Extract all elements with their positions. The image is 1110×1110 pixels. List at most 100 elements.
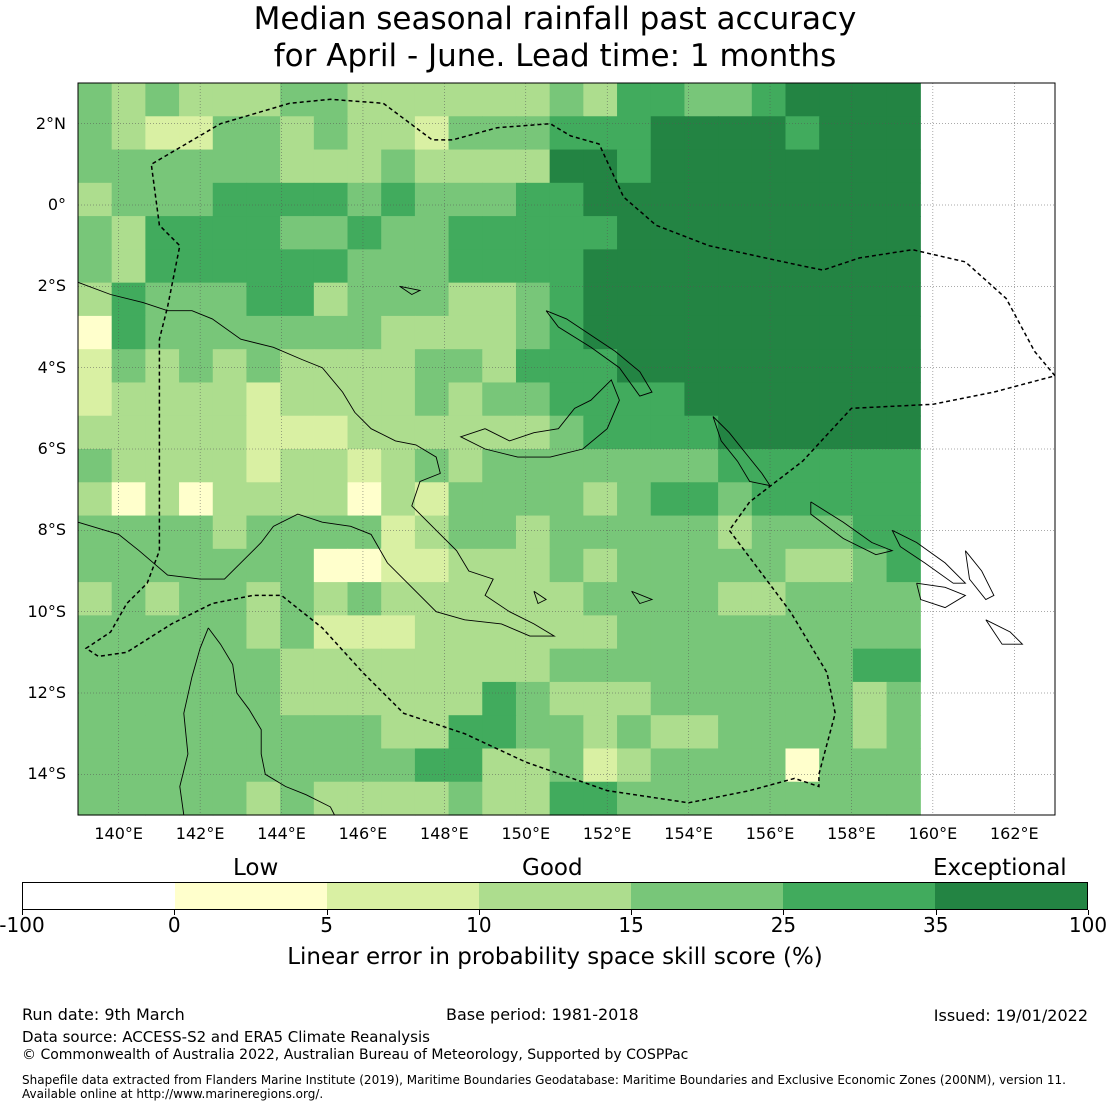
grid-cell: [549, 415, 584, 450]
colorbar-segment: [479, 883, 631, 909]
grid-cell: [617, 116, 652, 151]
grid-cell: [381, 83, 416, 117]
lon-label: 152°E: [582, 824, 632, 843]
grid-cell: [414, 349, 450, 384]
grid-cell: [886, 449, 921, 483]
grid-cell: [212, 249, 248, 284]
chart-title-line2: for April - June. Lead time: 1 months: [273, 38, 837, 74]
colorbar-segment: [23, 883, 175, 909]
grid-cell: [482, 415, 517, 450]
grid-cell: [718, 116, 753, 151]
grid-cell: [751, 615, 787, 650]
grid-cell: [852, 449, 888, 483]
grid-cell: [852, 548, 888, 583]
map-gridlines: [78, 83, 1055, 815]
grid-cell: [684, 149, 719, 184]
grid-cell: [549, 648, 584, 683]
grid-cell: [179, 615, 214, 650]
grid-cell: [179, 482, 214, 517]
grid-cell: [78, 681, 113, 716]
grid-cell: [617, 449, 652, 483]
grid-cell: [718, 715, 753, 750]
grid-cell: [785, 315, 820, 350]
grid-cell: [78, 615, 113, 650]
grid-cell: [78, 349, 113, 384]
colorbar-tick-mark: [478, 910, 480, 915]
colorbar-segment: [175, 883, 327, 909]
grid-cell: [583, 149, 618, 184]
lon-label: 160°E: [908, 824, 958, 843]
grid-cell: [381, 482, 416, 517]
grid-cell: [785, 182, 820, 217]
grid-cell: [78, 116, 113, 151]
grid-cell: [246, 349, 281, 384]
grid-cell: [280, 282, 315, 317]
lon-label: 144°E: [257, 824, 306, 843]
grid-cell: [246, 781, 281, 816]
grid-cell: [414, 282, 450, 317]
coastline: [891, 529, 967, 584]
grid-cell: [482, 83, 517, 117]
grid-cell: [179, 748, 214, 783]
grid-cell: [852, 615, 888, 650]
grid-cell: [650, 382, 686, 417]
grid-cell: [246, 515, 281, 550]
map-frame: [77, 82, 1056, 816]
grid-cell: [313, 582, 349, 616]
coastline: [207, 627, 335, 816]
grid-cell: [145, 748, 180, 783]
grid-cell: [515, 83, 551, 117]
grid-cell: [751, 548, 787, 583]
grid-cell: [347, 349, 382, 384]
grid-cell: [549, 715, 584, 750]
grid-cell: [381, 681, 416, 716]
grid-cell: [111, 781, 146, 816]
grid-cell: [549, 149, 584, 184]
base-period: Base period: 1981-2018: [446, 1005, 639, 1024]
grid-cell: [414, 382, 450, 417]
grid-cell: [448, 415, 483, 450]
grid-cell: [549, 282, 584, 317]
grid-cell: [78, 715, 113, 750]
lat-label: 0°: [47, 195, 66, 214]
grid-cell: [819, 715, 854, 750]
grid-cell: [246, 382, 281, 417]
grid-cell: [448, 349, 483, 384]
grid-cell: [381, 748, 416, 783]
grid-cell: [246, 548, 281, 583]
grid-cell: [684, 449, 719, 483]
grid-cell: [886, 482, 921, 517]
grid-cell: [145, 715, 180, 750]
grid-cell: [650, 116, 686, 151]
grid-cell: [145, 249, 180, 284]
coastline: [985, 619, 1024, 645]
grid-cell: [448, 249, 483, 284]
grid-cell: [583, 83, 618, 117]
grid-cell: [583, 449, 618, 483]
grid-cell: [414, 116, 450, 151]
grid-cell: [414, 648, 450, 683]
grid-cell: [785, 216, 820, 250]
grid-cell: [414, 748, 450, 783]
grid-cell: [145, 282, 180, 317]
grid-cell: [852, 648, 888, 683]
grid-cell: [280, 182, 315, 217]
grid-cell: [886, 515, 921, 550]
grid-cell: [145, 781, 180, 816]
grid-cell: [549, 482, 584, 517]
grid-cell: [448, 216, 483, 250]
grid-cell: [78, 482, 113, 517]
grid-cell: [448, 681, 483, 716]
grid-cell: [583, 116, 618, 151]
grid-cell: [852, 216, 888, 250]
grid-cell: [785, 715, 820, 750]
grid-cell: [819, 315, 854, 350]
grid-cell: [111, 249, 146, 284]
grid-cell: [313, 715, 349, 750]
grid-cell: [414, 216, 450, 250]
grid-cell: [819, 116, 854, 151]
grid-cell: [515, 781, 551, 816]
lon-label: 142°E: [175, 824, 225, 843]
grid-cell: [145, 315, 180, 350]
issued-date: Issued: 19/01/2022: [933, 1006, 1088, 1025]
